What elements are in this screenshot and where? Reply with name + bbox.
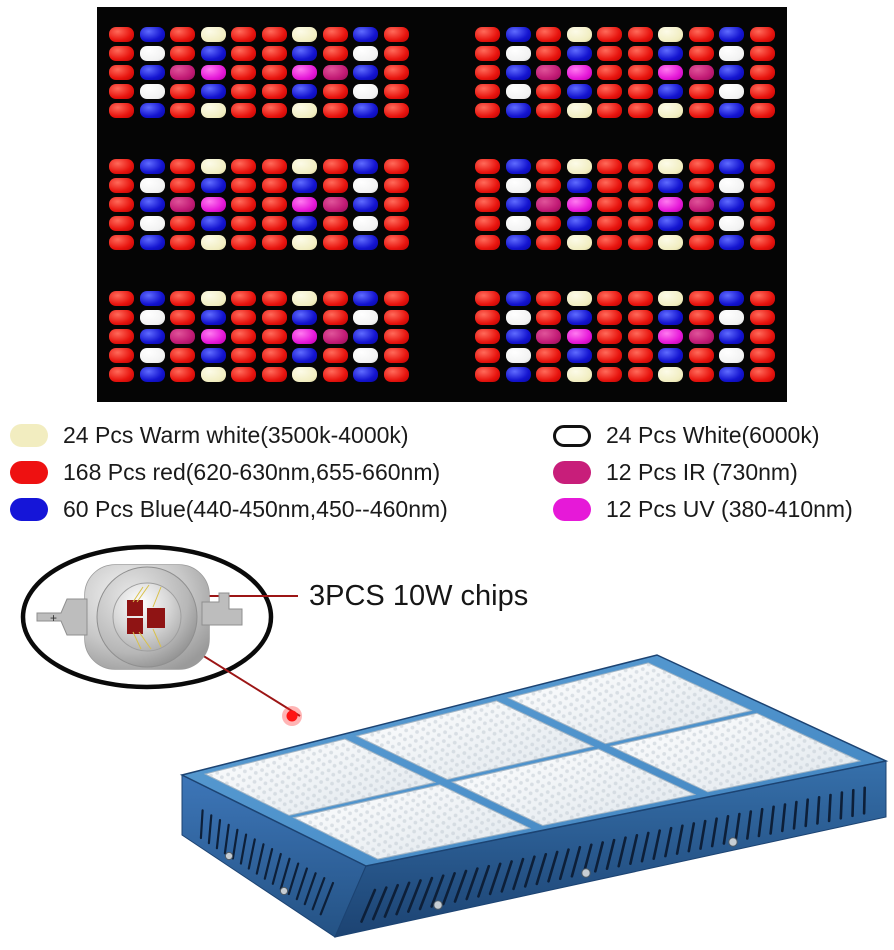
svg-text:+: + (50, 611, 57, 625)
